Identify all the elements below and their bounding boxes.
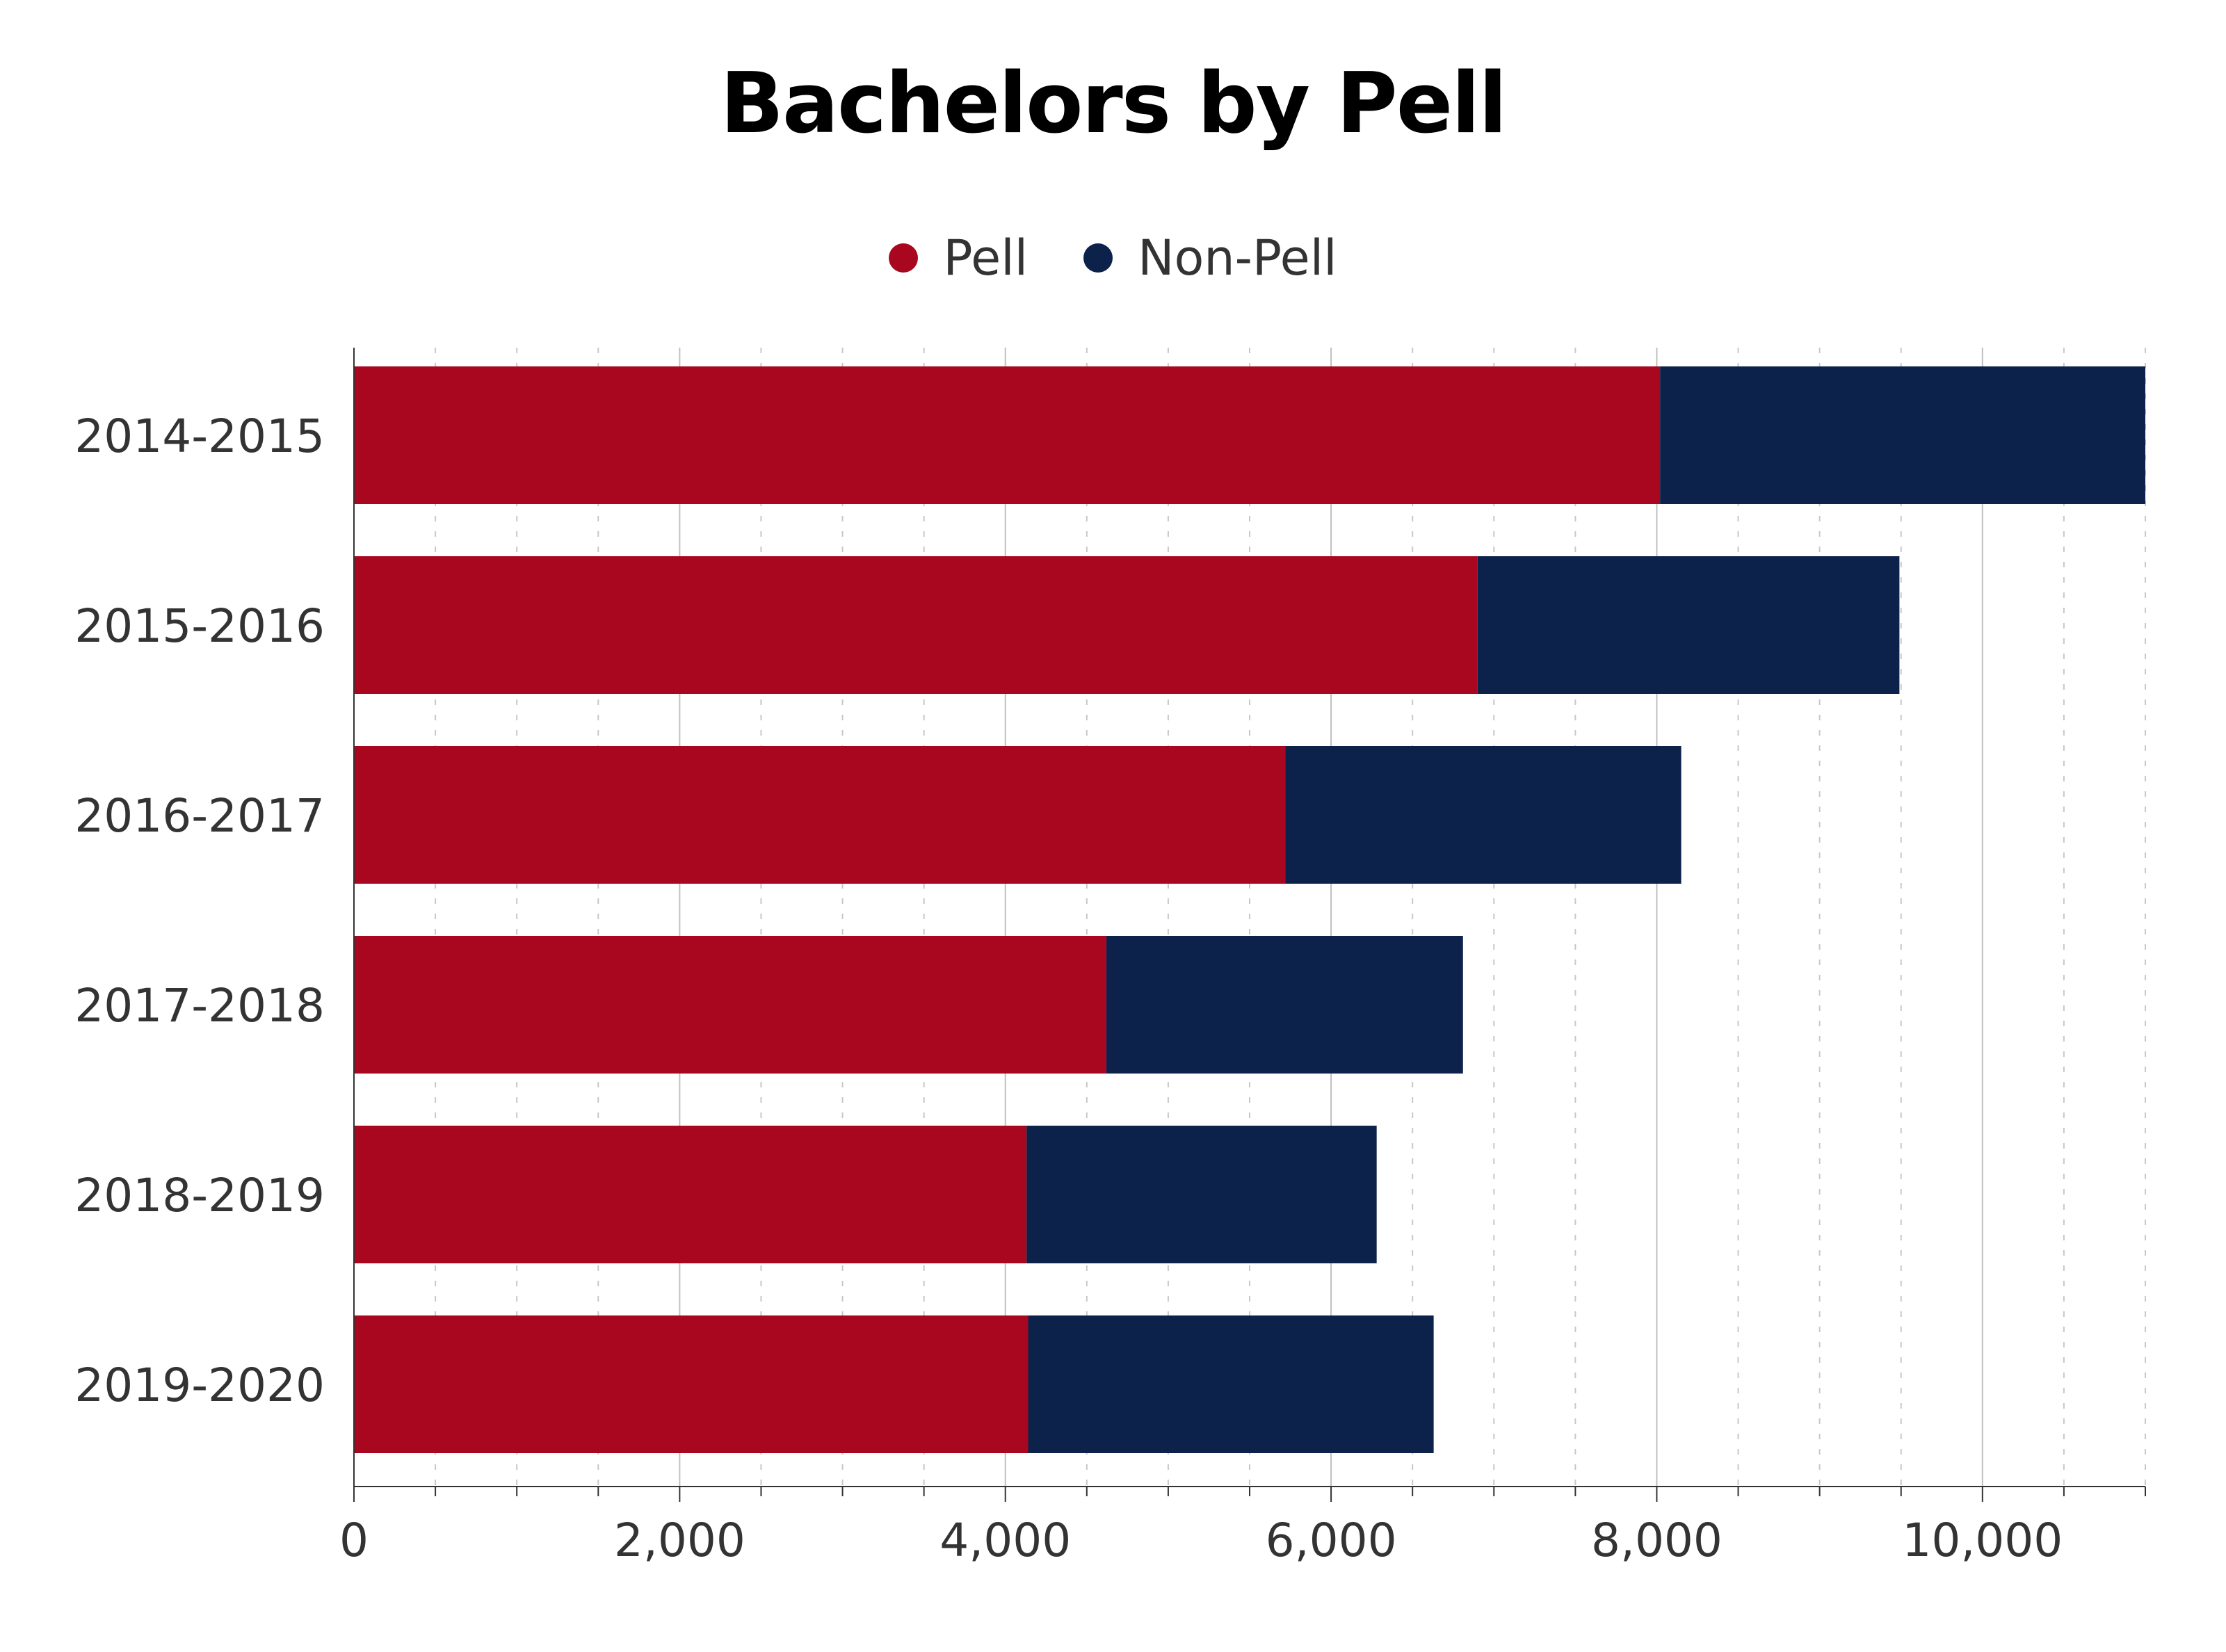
grid-layer: [435, 348, 2146, 1487]
bar-non-pell-2016-2017: [1285, 746, 1681, 884]
chart-title: Bachelors by Pell: [720, 56, 1508, 152]
bar-pell-2017-2018: [354, 936, 1106, 1074]
x-tick-label: 4,000: [939, 1514, 1071, 1567]
bar-pell-2019-2020: [354, 1315, 1029, 1453]
bar-non-pell-2018-2019: [1026, 1126, 1377, 1263]
bar-non-pell-2014-2015: [1660, 366, 2145, 504]
bar-layer: [354, 366, 2145, 1453]
category-label: 2017-2018: [74, 979, 325, 1032]
bar-non-pell-2017-2018: [1106, 936, 1463, 1074]
x-tick-label: 0: [339, 1514, 369, 1567]
legend-item-pell: Pell: [889, 229, 1028, 286]
category-label: 2019-2020: [74, 1359, 325, 1412]
legend-label-non-pell: Non-Pell: [1138, 229, 1337, 286]
category-label: 2014-2015: [74, 410, 325, 463]
category-label: 2016-2017: [74, 789, 325, 843]
bar-pell-2016-2017: [354, 746, 1286, 884]
bar-non-pell-2019-2020: [1028, 1315, 1434, 1453]
bar-pell-2018-2019: [354, 1126, 1027, 1263]
legend-label-pell: Pell: [943, 229, 1029, 286]
x-tick-label: 10,000: [1902, 1514, 2063, 1567]
legend-swatch-pell: [889, 243, 919, 273]
category-label: 2015-2016: [74, 599, 325, 653]
category-label: 2018-2019: [74, 1169, 325, 1222]
x-tick-label: 6,000: [1266, 1514, 1397, 1567]
axis-layer: 2014-2015 2015-2016 2016-2017 2017-2018 2018…: [74, 348, 2146, 1567]
legend: Pell Non-Pell: [0, 229, 2226, 286]
bar-pell-2014-2015: [354, 366, 1661, 504]
legend-swatch-non-pell: [1083, 243, 1113, 273]
bar-pell-2015-2016: [354, 556, 1478, 694]
x-tick-label: 2,000: [614, 1514, 745, 1567]
x-tick-label: 8,000: [1591, 1514, 1723, 1567]
legend-item-non-pell: Non-Pell: [1083, 229, 1337, 286]
bar-non-pell-2015-2016: [1477, 556, 1900, 694]
